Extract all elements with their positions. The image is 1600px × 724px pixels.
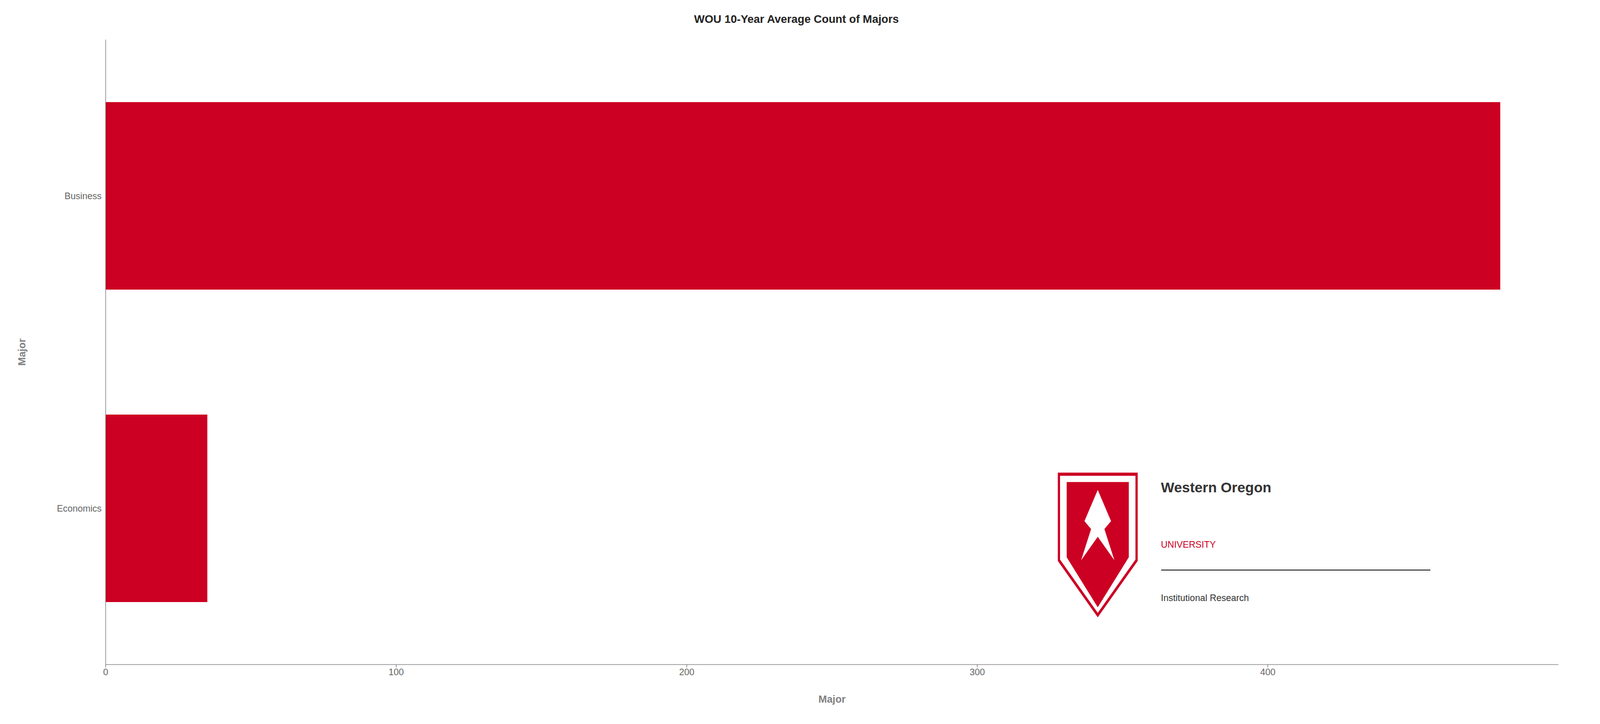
svg-text:300: 300 [969,666,985,678]
svg-text:100: 100 [388,666,404,678]
svg-text:Economics: Economics [56,503,102,514]
html-text:UNIVERSITY: UNIVERSITY [1160,539,1216,550]
svg-text:200: 200 [679,666,695,678]
html-text:Western Oregon: Western Oregon [1160,479,1272,496]
html-text:Institutional Research: Institutional Research [1160,592,1249,603]
html-text:WOU 10-Year Average Count of M: WOU 10-Year Average Count of Majors [694,12,899,26]
svg-text:Major: Major [818,693,846,705]
svg-text:Business: Business [64,190,102,202]
svg-text:400: 400 [1260,666,1276,678]
svg-text:Major: Major [16,338,28,366]
svg-text:0: 0 [103,666,109,678]
